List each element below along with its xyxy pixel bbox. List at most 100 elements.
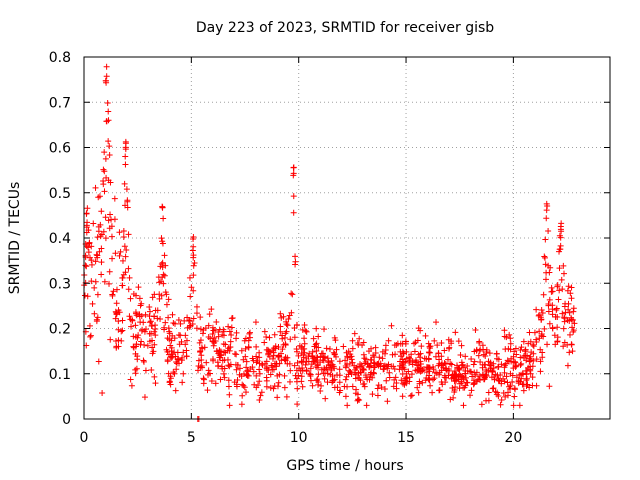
data-point	[545, 308, 552, 315]
data-point	[471, 358, 478, 365]
data-point	[267, 384, 274, 391]
data-point	[529, 341, 536, 348]
data-point	[567, 290, 574, 297]
data-point	[175, 331, 182, 338]
data-point	[436, 387, 443, 394]
data-point	[285, 316, 292, 323]
data-point	[256, 360, 263, 367]
data-point	[125, 286, 132, 293]
data-point	[132, 370, 139, 377]
data-point	[187, 293, 194, 300]
data-point	[225, 362, 232, 369]
data-point	[560, 270, 567, 277]
data-point	[386, 374, 393, 381]
data-point	[100, 181, 107, 188]
data-point	[546, 296, 553, 303]
data-point	[218, 363, 225, 370]
data-point	[288, 309, 295, 316]
data-point	[400, 359, 407, 366]
data-point	[236, 371, 243, 378]
data-point	[250, 357, 257, 364]
data-point	[246, 330, 253, 337]
data-point	[507, 382, 514, 389]
data-point	[203, 359, 210, 366]
data-point	[452, 329, 459, 336]
data-point	[91, 284, 98, 291]
data-point	[110, 288, 117, 295]
data-point	[116, 252, 123, 259]
data-point	[151, 328, 158, 335]
data-point	[529, 382, 536, 389]
data-point	[309, 352, 316, 359]
data-point	[364, 376, 371, 383]
data-point	[311, 343, 318, 350]
data-point	[548, 284, 555, 291]
data-point	[307, 365, 314, 372]
data-point	[274, 394, 281, 401]
data-point	[374, 361, 381, 368]
data-point	[214, 363, 221, 370]
data-point	[125, 231, 132, 238]
data-point	[196, 339, 203, 346]
data-point	[541, 325, 548, 332]
data-point	[483, 368, 490, 375]
data-point	[106, 143, 113, 150]
data-point	[300, 354, 307, 361]
data-point	[417, 358, 424, 365]
data-point	[166, 336, 173, 343]
data-point	[426, 349, 433, 356]
data-point	[396, 366, 403, 373]
data-point	[512, 386, 519, 393]
data-point	[253, 353, 260, 360]
data-point	[308, 361, 315, 368]
data-point	[380, 363, 387, 370]
data-point	[263, 333, 270, 340]
data-point	[309, 348, 316, 355]
data-point	[557, 242, 564, 249]
data-point	[526, 358, 533, 365]
data-point	[457, 352, 464, 359]
data-point	[94, 291, 101, 298]
data-point	[356, 397, 363, 404]
data-point	[309, 382, 316, 389]
data-point	[89, 300, 96, 307]
data-point	[503, 373, 510, 380]
y-tick-label: 0	[62, 412, 71, 428]
data-point	[531, 329, 538, 336]
data-point	[317, 388, 324, 395]
data-point	[190, 235, 197, 242]
data-point	[295, 352, 302, 359]
data-point	[226, 391, 233, 398]
data-point	[282, 330, 289, 337]
data-point	[568, 316, 575, 323]
data-point	[329, 377, 336, 384]
data-point	[555, 296, 562, 303]
data-point	[399, 365, 406, 372]
data-point	[128, 323, 135, 330]
data-point	[570, 317, 577, 324]
data-point	[349, 359, 356, 366]
data-point	[123, 186, 130, 193]
data-point	[85, 244, 92, 251]
data-point	[149, 344, 156, 351]
data-point	[263, 346, 270, 353]
data-point	[370, 370, 377, 377]
data-point	[408, 351, 415, 358]
data-point	[422, 332, 429, 339]
data-point	[109, 255, 116, 262]
data-point	[149, 294, 156, 301]
data-point	[149, 350, 156, 357]
data-point	[399, 371, 406, 378]
data-point	[121, 180, 128, 187]
data-point	[571, 320, 578, 327]
data-point	[100, 228, 107, 235]
data-point	[199, 330, 206, 337]
data-point	[326, 345, 333, 352]
data-point	[485, 358, 492, 365]
data-point	[173, 366, 180, 373]
data-point	[540, 333, 547, 340]
data-point	[284, 322, 291, 329]
data-point	[462, 374, 469, 381]
data-point	[357, 377, 364, 384]
data-point	[446, 344, 453, 351]
